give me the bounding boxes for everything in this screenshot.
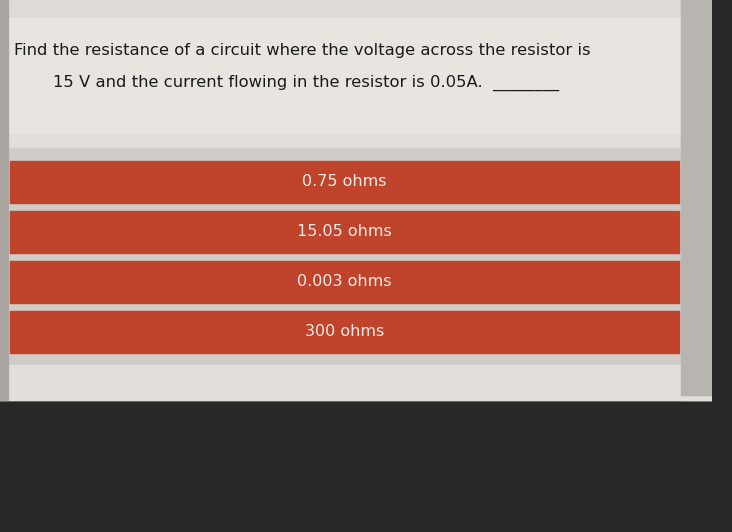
Bar (681, 0, 712, 400)
Text: 15 V and the current flowing in the resistor is 0.05A.  ________: 15 V and the current flowing in the resi… (53, 75, 559, 91)
Bar (8, 148, 681, 365)
Bar (0, 0, 712, 400)
Bar (0, 0, 8, 400)
Bar (0, 400, 712, 532)
Bar (10, 311, 679, 353)
Bar (0, 365, 712, 400)
Text: 0.003 ohms: 0.003 ohms (297, 274, 392, 289)
Text: 15.05 ohms: 15.05 ohms (297, 224, 392, 239)
Bar (0, 0, 712, 18)
Text: 300 ohms: 300 ohms (305, 324, 384, 339)
Text: Find the resistance of a circuit where the voltage across the resistor is: Find the resistance of a circuit where t… (14, 43, 590, 57)
Bar (10, 211, 679, 253)
Bar (10, 261, 679, 303)
Bar (681, 0, 712, 395)
Text: 0.75 ohms: 0.75 ohms (302, 174, 386, 189)
Bar (8, 18, 681, 133)
Bar (10, 161, 679, 203)
